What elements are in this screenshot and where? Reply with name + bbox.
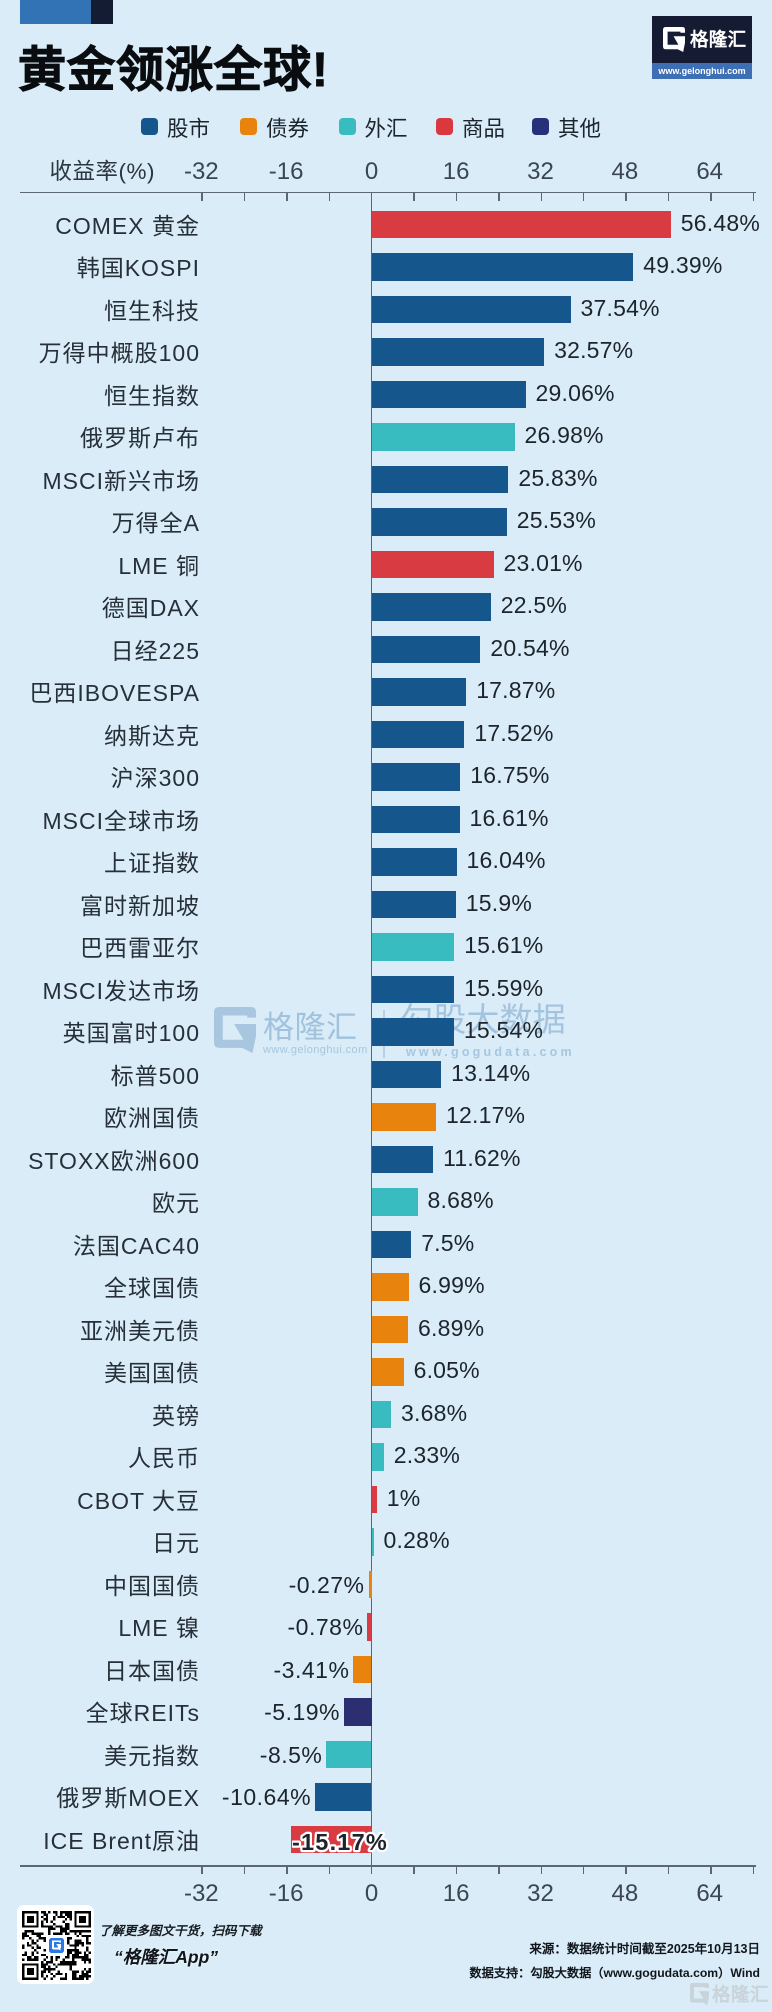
svg-text:-15.17%: -15.17% [292,1829,388,1855]
